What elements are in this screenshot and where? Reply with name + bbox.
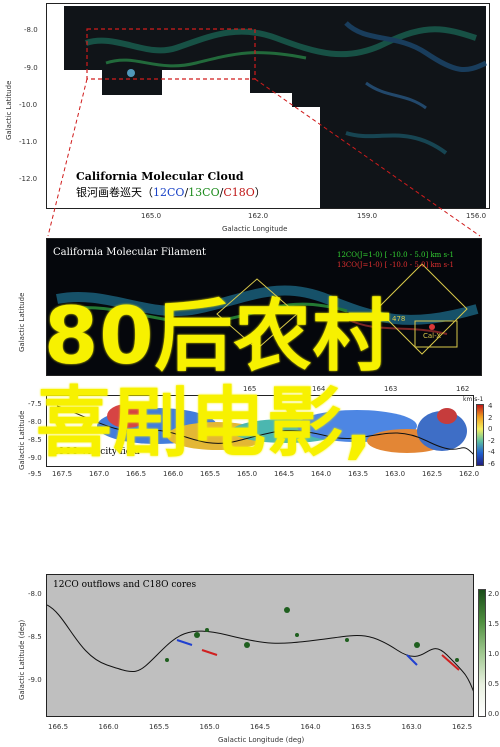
x-tick: 163.5 [348, 470, 369, 478]
x-tick: 165.0 [199, 723, 220, 731]
x-tick: 162.0 [248, 212, 269, 220]
y-tick: -11.0 [19, 138, 38, 146]
x-tick: 165.5 [200, 470, 221, 478]
x-tick: 164.5 [274, 470, 295, 478]
y-tick: -9.0 [24, 64, 38, 72]
velocity-colorbar [476, 404, 484, 466]
x-tick: 162 [456, 385, 470, 393]
x-tick: 167.5 [52, 470, 73, 478]
x-axis-label: Galactic Longitude (deg) [218, 736, 305, 744]
panel-title: California Molecular Cloud [76, 170, 244, 183]
x-tick: 165 [243, 385, 257, 393]
x-tick: 164.5 [250, 723, 271, 731]
california-cloud-panel: California Molecular Cloud 银河画卷巡天（12CO/1… [46, 3, 490, 209]
y-tick: -10.0 [19, 101, 38, 109]
region-label: Cal-X [423, 332, 442, 340]
sep: / [219, 186, 224, 199]
panel-subtitle: 银河画卷巡天（12CO/13CO/C18O） [76, 184, 266, 200]
x-tick: 164.0 [300, 723, 321, 731]
colorbar-tick: 1.0 [488, 650, 500, 658]
legend-12co: 12CO(J=1-0) [ -10.0 - 5.0] km s-1 [337, 251, 454, 259]
subtitle-end: ） [254, 186, 266, 199]
y-axis-label: Galactic Latitude [18, 410, 26, 470]
y-tick: -8.0 [24, 26, 38, 34]
colorbar-tick: 4 [488, 402, 493, 410]
x-axis-label: Galactic Longitude [222, 225, 288, 233]
colorbar-tick: 0 [488, 425, 493, 434]
colorbar-tick: -2 [488, 436, 495, 445]
colorbar-units: km s-1 [463, 396, 484, 403]
survey-map-image [64, 6, 488, 209]
panel-caption: 12CO outflows and C18O cores [53, 580, 197, 590]
molecular-filament-panel: California Molecular Filament 12CO(J=1-0… [46, 238, 482, 376]
region-label: 478 [392, 315, 406, 323]
colorbar-tick: -4 [488, 448, 495, 457]
x-tick: 163.0 [385, 470, 406, 478]
y-tick: -8.0 [28, 418, 42, 426]
x-tick: 162.0 [459, 470, 480, 478]
colorbar-tick: 0.5 [488, 680, 500, 688]
legend-13co: 13CO(J=1-0) [ -10.0 - 5.0] km s-1 [337, 261, 454, 269]
x-tick: 166.5 [48, 723, 69, 731]
x-tick: 165.0 [237, 470, 258, 478]
colorbar-tick: 2 [488, 413, 493, 422]
colorbar-tick: 1.5 [488, 620, 500, 628]
x-tick: 163.0 [401, 723, 422, 731]
subtitle-cn: 银河画卷巡天（ [76, 186, 153, 199]
colorbar-tick: 2.0 [488, 590, 500, 598]
x-tick: 162.5 [452, 723, 473, 731]
panel-frame [46, 3, 490, 209]
colorbar-tick: 0.0 [488, 710, 500, 718]
y-tick: -7.5 [28, 400, 42, 408]
y-axis-label: Galactic Latitude (deg) [18, 619, 26, 700]
x-tick: 166.5 [126, 470, 147, 478]
panel-caption: California Molecular Cloud 银河画卷巡天（12CO/1… [76, 170, 266, 200]
y-axis-label: Galactic Latitude [18, 292, 26, 352]
outflows-map-image [47, 604, 473, 692]
y-tick: -9.0 [28, 676, 42, 684]
legend: 12CO(J=1-0) [ -10.0 - 5.0] km s-1 13CO(J… [337, 251, 454, 269]
sep: / [184, 186, 189, 199]
x-tick: 156.0 [466, 212, 487, 220]
y-tick: -8.5 [28, 436, 42, 444]
x-tick: 162.5 [422, 470, 443, 478]
colorbar-tick: -6 [488, 460, 495, 468]
y-tick: -9.5 [28, 470, 42, 478]
x-tick: 164.0 [311, 470, 332, 478]
panel-caption: 13CO velocity field [53, 447, 140, 457]
x-tick: 163 [384, 385, 398, 393]
panel-title: California Molecular Filament [53, 247, 206, 258]
x-tick: 166.0 [98, 723, 119, 731]
y-tick: -12.0 [19, 175, 38, 183]
x-tick: 165.5 [149, 723, 170, 731]
y-tick: -8.5 [28, 633, 42, 641]
x-tick: 167.0 [89, 470, 110, 478]
filament-image [56, 263, 479, 355]
velocity-field-panel: 13CO velocity field [46, 395, 474, 467]
x-tick: 164 [312, 385, 326, 393]
label-13co: 13CO [188, 186, 220, 199]
velocity-map-image [56, 404, 473, 455]
outflows-cores-panel: 12CO outflows and C18O cores [46, 574, 474, 717]
cores-colorbar [478, 589, 486, 717]
x-tick: 166.0 [163, 470, 184, 478]
y-tick: -9.0 [28, 454, 42, 462]
x-tick: 163.5 [351, 723, 372, 731]
y-tick: -8.0 [28, 590, 42, 598]
x-tick: 165.0 [141, 212, 162, 220]
label-12co: 12CO [153, 186, 185, 199]
label-c18o: C18O [223, 186, 255, 199]
x-tick: 159.0 [357, 212, 378, 220]
